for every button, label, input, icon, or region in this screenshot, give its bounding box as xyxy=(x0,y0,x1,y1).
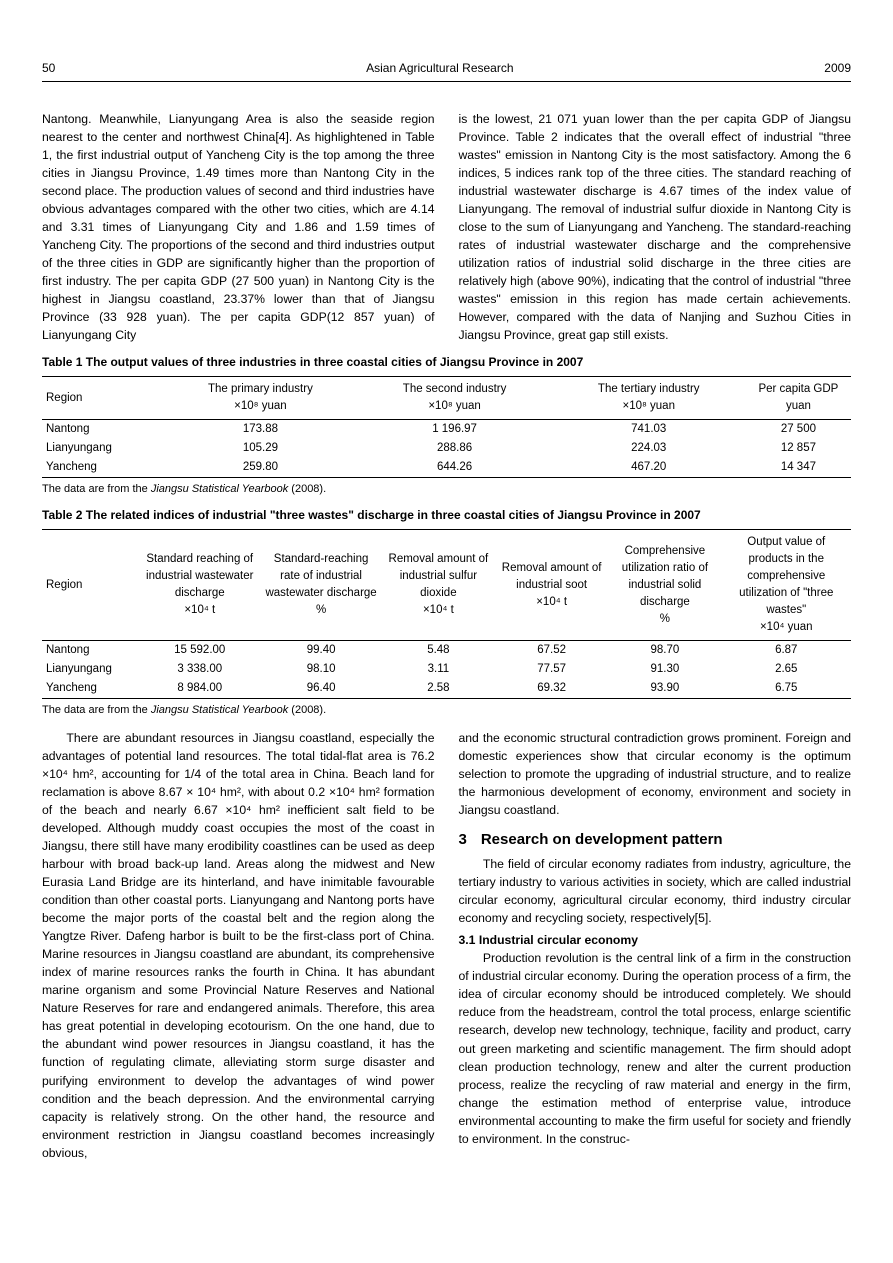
paragraph-left-2: There are abundant resources in Jiangsu … xyxy=(42,729,435,1162)
body-columns-2: There are abundant resources in Jiangsu … xyxy=(42,729,851,1162)
paragraph-left-1: Nantong. Meanwhile, Lianyungang Area is … xyxy=(42,110,435,345)
table-2-block: Table 2 The related indices of industria… xyxy=(42,507,851,718)
table-cell: 288.86 xyxy=(358,439,552,458)
table-cell: Lianyungang xyxy=(42,660,139,679)
paragraph-right-1: is the lowest, 21 071 yuan lower than th… xyxy=(459,110,852,345)
section-title: Research on development pattern xyxy=(481,831,723,848)
table-header-cell: The tertiary industry×10⁸ yuan xyxy=(552,377,746,420)
table-row: Lianyungang105.29288.86224.0312 857 xyxy=(42,439,851,458)
table-cell: 91.30 xyxy=(608,660,721,679)
table-1-caption: Table 1 The output values of three indus… xyxy=(42,354,851,372)
table-cell: Nantong xyxy=(42,641,139,661)
table-cell: 224.03 xyxy=(552,439,746,458)
table-cell: 2.65 xyxy=(722,660,851,679)
table-1-block: Table 1 The output values of three indus… xyxy=(42,354,851,497)
running-header: 50 Asian Agricultural Research 2009 xyxy=(42,60,851,82)
table-cell: 3.11 xyxy=(382,660,495,679)
table-cell: 14 347 xyxy=(746,458,851,478)
table-header-cell: Output value of products in the comprehe… xyxy=(722,530,851,641)
table-cell: 8 984.00 xyxy=(139,679,260,699)
table-row: Yancheng8 984.0096.402.5869.3293.906.75 xyxy=(42,679,851,699)
table-cell: 98.70 xyxy=(608,641,721,661)
table-header-cell: The second industry×10⁸ yuan xyxy=(358,377,552,420)
table-cell: 467.20 xyxy=(552,458,746,478)
table-cell: 93.90 xyxy=(608,679,721,699)
table-row: Yancheng259.80644.26467.2014 347 xyxy=(42,458,851,478)
section-3-heading: 3 Research on development pattern xyxy=(459,829,852,851)
table-cell: 6.75 xyxy=(722,679,851,699)
table-header-cell: Comprehensive utilization ratio of indus… xyxy=(608,530,721,641)
subsection-3-1-body: Production revolution is the central lin… xyxy=(459,949,852,1148)
table-header-cell: The primary industry×10⁸ yuan xyxy=(163,377,357,420)
table-cell: 99.40 xyxy=(260,641,381,661)
subsection-3-1-heading: 3.1 Industrial circular economy xyxy=(459,931,852,949)
table-cell: Nantong xyxy=(42,420,163,440)
table-2-caption: Table 2 The related indices of industria… xyxy=(42,507,851,525)
table-row: Nantong15 592.0099.405.4867.5298.706.87 xyxy=(42,641,851,661)
body-columns-1: Nantong. Meanwhile, Lianyungang Area is … xyxy=(42,110,851,345)
table-cell: 2.58 xyxy=(382,679,495,699)
table-header-cell: Region xyxy=(42,530,139,641)
table-cell: 6.87 xyxy=(722,641,851,661)
table-cell: 98.10 xyxy=(260,660,381,679)
table-cell: 67.52 xyxy=(495,641,608,661)
table-cell: Lianyungang xyxy=(42,439,163,458)
table-header-cell: Standard-reaching rate of industrial was… xyxy=(260,530,381,641)
section-number: 3 xyxy=(459,831,467,848)
table-cell: 27 500 xyxy=(746,420,851,440)
table-header-cell: Removal amount of industrial soot×10⁴ t xyxy=(495,530,608,641)
table-cell: 105.29 xyxy=(163,439,357,458)
year: 2009 xyxy=(824,60,851,78)
table-header-cell: Standard reaching of industrial wastewat… xyxy=(139,530,260,641)
table-2: RegionStandard reaching of industrial wa… xyxy=(42,529,851,699)
table-row: Nantong173.881 196.97741.0327 500 xyxy=(42,420,851,440)
table-cell: 259.80 xyxy=(163,458,357,478)
table-cell: 77.57 xyxy=(495,660,608,679)
section-3-intro: The field of circular economy radiates f… xyxy=(459,855,852,927)
table-cell: 5.48 xyxy=(382,641,495,661)
table-header-cell: Removal amount of industrial sulfur diox… xyxy=(382,530,495,641)
page-number: 50 xyxy=(42,60,55,78)
table-1: RegionThe primary industry×10⁸ yuanThe s… xyxy=(42,376,851,478)
table-2-footnote: The data are from the Jiangsu Statistica… xyxy=(42,702,851,718)
table-header-cell: Region xyxy=(42,377,163,420)
table-1-footnote: The data are from the Jiangsu Statistica… xyxy=(42,481,851,497)
table-cell: 173.88 xyxy=(163,420,357,440)
table-cell: 96.40 xyxy=(260,679,381,699)
table-cell: Yancheng xyxy=(42,679,139,699)
journal-title: Asian Agricultural Research xyxy=(366,60,513,78)
table-cell: 644.26 xyxy=(358,458,552,478)
table-row: Lianyungang3 338.0098.103.1177.5791.302.… xyxy=(42,660,851,679)
table-cell: 1 196.97 xyxy=(358,420,552,440)
table-cell: 741.03 xyxy=(552,420,746,440)
table-cell: 15 592.00 xyxy=(139,641,260,661)
table-cell: 3 338.00 xyxy=(139,660,260,679)
table-cell: Yancheng xyxy=(42,458,163,478)
table-cell: 69.32 xyxy=(495,679,608,699)
table-cell: 12 857 xyxy=(746,439,851,458)
paragraph-right-top: and the economic structural contradictio… xyxy=(459,729,852,819)
table-header-cell: Per capita GDPyuan xyxy=(746,377,851,420)
